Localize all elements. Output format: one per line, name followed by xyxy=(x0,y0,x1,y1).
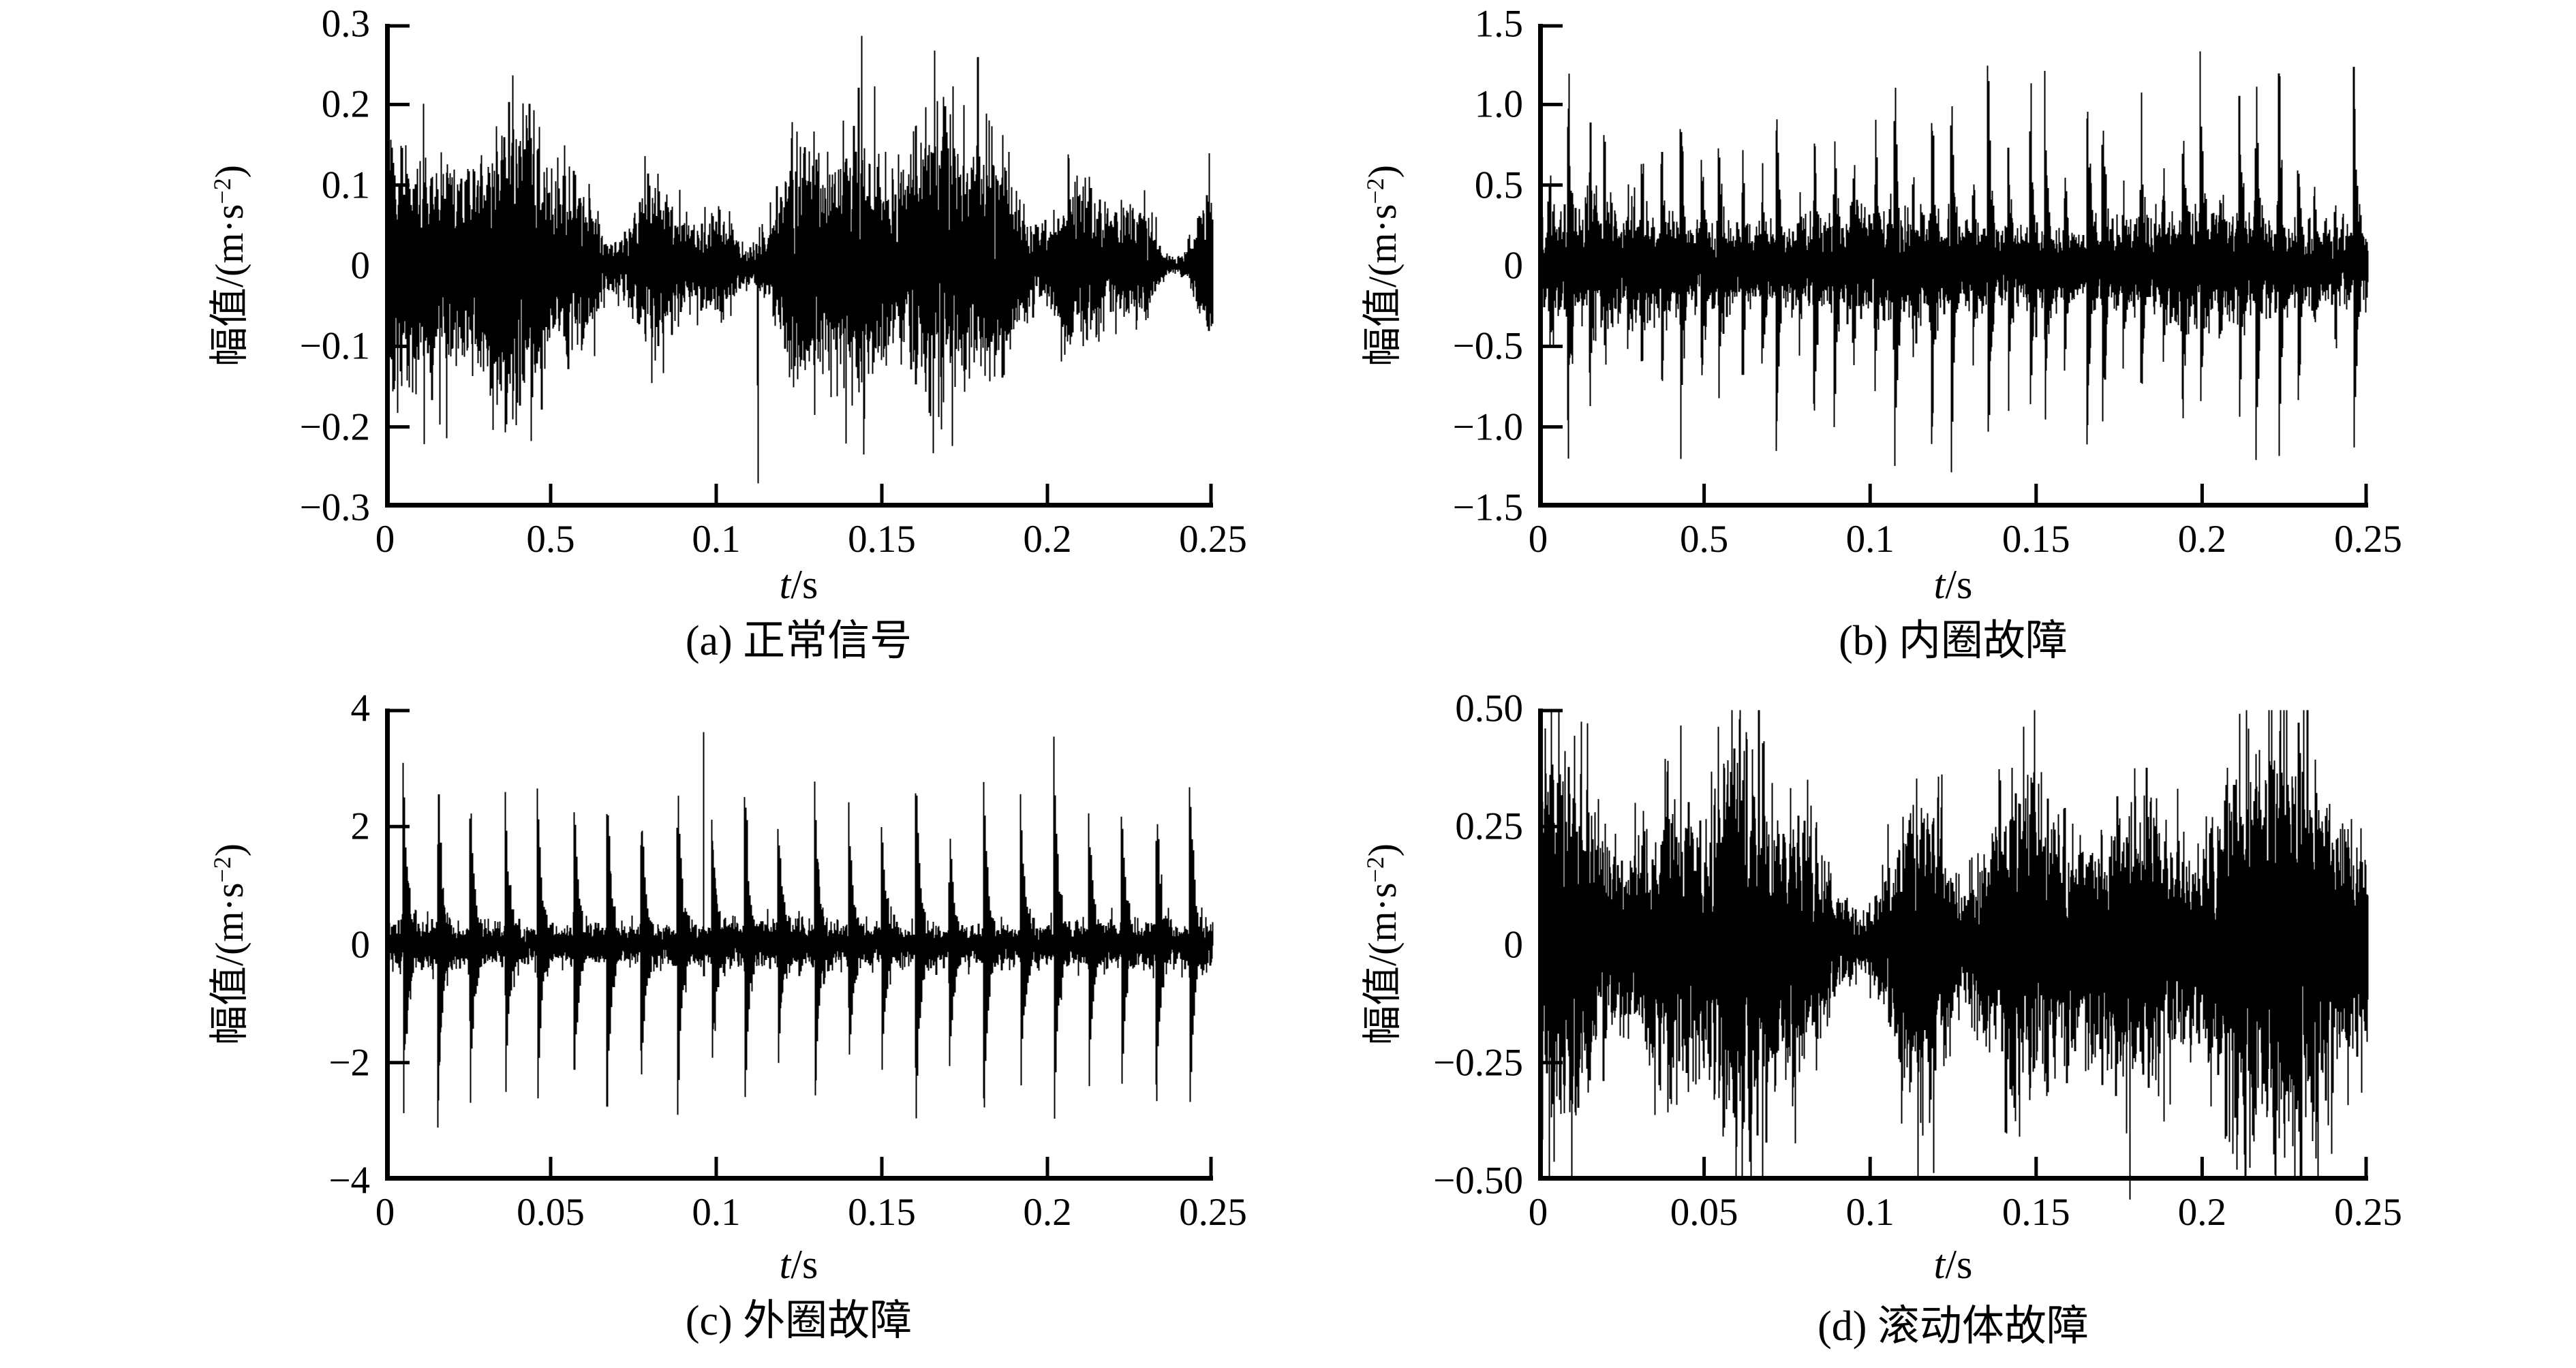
y-tick-label: −4 xyxy=(328,1159,370,1202)
x-axis-unit: /s xyxy=(1945,562,1973,607)
x-tick-label: 0 xyxy=(375,518,395,561)
x-tick-label: 0.1 xyxy=(692,1191,741,1234)
x-tick-label: 0.5 xyxy=(526,518,575,561)
caption-rolling-element-fault: (d) 滚动体故障 xyxy=(1818,1303,2089,1350)
y-axis-label-close: ) xyxy=(1360,843,1405,857)
x-tick-label: 0 xyxy=(1528,1191,1548,1234)
y-tick-label: 1.5 xyxy=(1474,2,1523,46)
y-tick-label: −0.25 xyxy=(1433,1041,1523,1085)
waveform-plot-outer-race xyxy=(385,709,1214,1181)
caption-normal-signal: (a) 正常信号 xyxy=(685,618,913,664)
y-tick-label: 0 xyxy=(350,244,371,287)
y-tick-label: 4 xyxy=(350,687,371,730)
y-tick-label: 1.0 xyxy=(1474,82,1523,126)
y-tick-label: 0.3 xyxy=(321,2,370,46)
caption-inner-race-fault: (b) 内圈故障 xyxy=(1839,618,2068,664)
y-tick-label: 0.1 xyxy=(321,164,370,207)
x-tick-label: 0.25 xyxy=(1179,518,1247,561)
waveform-path xyxy=(388,732,1214,1128)
x-axis-symbol: t xyxy=(1933,562,1946,607)
waveform-path xyxy=(1541,710,2369,1200)
x-axis-symbol: t xyxy=(779,562,791,607)
y-axis-label-text: 幅值/(m·s xyxy=(1360,882,1405,1046)
caption-outer-race-fault: (c) 外圈故障 xyxy=(685,1298,913,1344)
x-tick-label: 0.15 xyxy=(2002,518,2070,561)
x-axis-label: t/s xyxy=(780,1244,818,1285)
x-tick-label: 0.15 xyxy=(2002,1191,2070,1234)
y-axis-label-exponent: −2 xyxy=(209,178,236,204)
y-tick-label: 0 xyxy=(1503,244,1524,287)
y-tick-label: −0.5 xyxy=(1452,324,1523,368)
x-tick-label: 0.2 xyxy=(1023,1191,1072,1234)
x-axis-unit: /s xyxy=(791,562,818,607)
x-axis-label: t/s xyxy=(780,564,818,605)
x-tick-label: 0 xyxy=(1528,518,1548,561)
y-tick-label: 0 xyxy=(350,923,371,966)
y-tick-label: 0.50 xyxy=(1455,687,1523,730)
y-tick-label: 0.2 xyxy=(321,82,370,126)
y-axis-label-close: ) xyxy=(207,164,251,178)
waveform-path xyxy=(1541,51,2369,473)
y-axis-label: 幅值/(m·s−2) xyxy=(207,164,251,367)
y-axis-label: 幅值/(m·s−2) xyxy=(1360,164,1405,367)
y-axis-label: 幅值/(m·s−2) xyxy=(207,843,251,1046)
y-tick-label: −0.2 xyxy=(299,405,370,449)
x-tick-label: 0.2 xyxy=(1023,518,1072,561)
x-tick-label: 0.2 xyxy=(2177,518,2227,561)
waveform-plot-rolling-element xyxy=(1538,709,2369,1200)
x-axis-symbol: t xyxy=(1933,1242,1946,1287)
x-tick-label: 0.1 xyxy=(692,518,741,561)
x-tick-label: 0.15 xyxy=(848,1191,916,1234)
x-tick-label: 0.25 xyxy=(2334,1191,2402,1234)
y-tick-label: −0.3 xyxy=(299,486,370,529)
x-tick-label: 0.25 xyxy=(1179,1191,1247,1234)
y-tick-label: 0 xyxy=(1503,923,1524,966)
x-tick-label: 0.05 xyxy=(517,1191,585,1234)
x-axis-unit: /s xyxy=(791,1242,818,1287)
y-axis-label-exponent: −2 xyxy=(209,856,236,883)
x-tick-label: 0.1 xyxy=(1845,1191,1895,1234)
y-tick-label: −0.50 xyxy=(1433,1159,1523,1202)
waveform-path xyxy=(388,35,1214,484)
y-tick-label: 2 xyxy=(350,805,371,848)
x-tick-label: 0.1 xyxy=(1845,518,1895,561)
waveform-plot-inner-race xyxy=(1538,24,2369,508)
y-axis-label-text: 幅值/(m·s xyxy=(1360,204,1405,367)
y-axis-label-close: ) xyxy=(1360,164,1405,178)
y-axis-label-close: ) xyxy=(207,843,251,857)
x-tick-label: 0 xyxy=(375,1191,395,1234)
y-axis-label-exponent: −2 xyxy=(1362,856,1390,883)
x-axis-unit: /s xyxy=(1945,1242,1973,1287)
y-axis-label-exponent: −2 xyxy=(1362,178,1390,204)
y-axis-label-text: 幅值/(m·s xyxy=(207,882,251,1046)
x-axis-symbol: t xyxy=(779,1242,791,1287)
y-tick-label: 0.5 xyxy=(1474,164,1523,207)
y-axis-label-text: 幅值/(m·s xyxy=(207,204,251,367)
x-axis-label: t/s xyxy=(1934,564,1973,605)
waveform-plot-normal xyxy=(385,24,1214,508)
x-tick-label: 0.05 xyxy=(1670,1191,1738,1234)
y-tick-label: −0.1 xyxy=(299,324,370,368)
y-tick-label: −1.5 xyxy=(1452,486,1523,529)
x-tick-label: 0.25 xyxy=(2334,518,2402,561)
y-tick-label: −1.0 xyxy=(1452,405,1523,449)
y-tick-label: −2 xyxy=(328,1041,370,1085)
x-axis-label: t/s xyxy=(1934,1244,1973,1285)
x-tick-label: 0.15 xyxy=(848,518,916,561)
y-axis-label: 幅值/(m·s−2) xyxy=(1360,843,1405,1046)
x-tick-label: 0.5 xyxy=(1679,518,1729,561)
y-tick-label: 0.25 xyxy=(1455,805,1523,848)
x-tick-label: 0.2 xyxy=(2177,1191,2227,1234)
